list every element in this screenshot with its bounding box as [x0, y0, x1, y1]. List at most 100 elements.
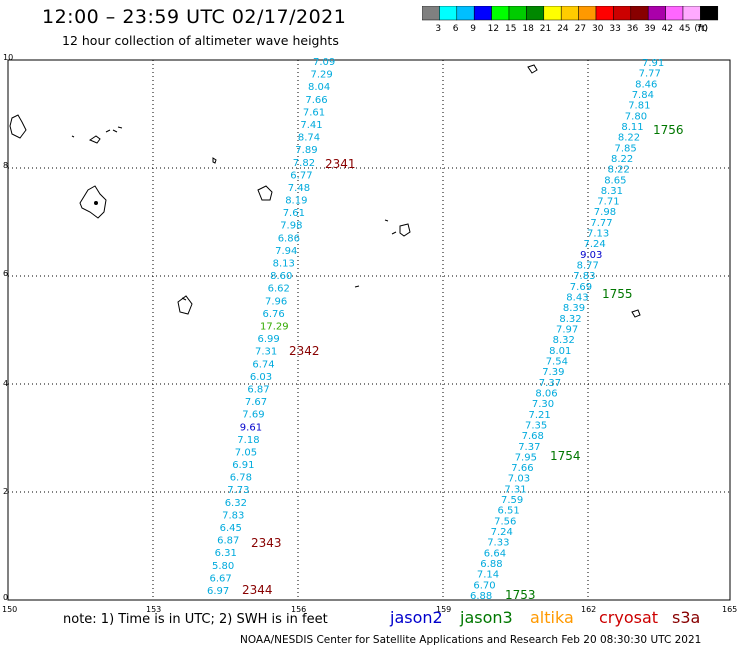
swh-value-label: 7.98 [280, 221, 302, 232]
swh-value-label: 7.98 [594, 207, 616, 218]
island-shape [384, 219, 411, 237]
swh-value-label: 7.31 [255, 347, 277, 358]
swh-value-label: 7.05 [235, 448, 257, 459]
swh-value-label: 8.74 [298, 133, 320, 144]
x-tick-153: 153 [146, 605, 161, 614]
time-label-2344: 2344 [242, 583, 273, 597]
swh-value-label: 7.35 [525, 420, 547, 431]
swh-value-label: 7.71 [597, 197, 619, 208]
colorbar-label: 27 [575, 24, 586, 34]
swh-value-label: 7.59 [501, 495, 523, 506]
colorbar-label: 39 [644, 24, 656, 34]
swh-value-label: 7.54 [546, 357, 568, 368]
swh-value-label: 8.46 [635, 79, 657, 90]
colorbar-label: 33 [609, 24, 620, 34]
colorbar-label: 24 [557, 24, 569, 34]
swh-value-label: 7.82 [293, 158, 315, 169]
colorbar-label: 36 [627, 24, 639, 34]
swh-value-label: 7.83 [573, 271, 595, 282]
swh-value-label: 7.94 [275, 246, 297, 257]
colorbar-label: 9 [470, 24, 476, 34]
swh-value-label: 6.87 [217, 536, 239, 547]
swh-value-label: 8.65 [604, 175, 626, 186]
swh-value-label: 6.64 [484, 548, 506, 559]
swh-value-label: 7.13 [587, 229, 609, 240]
x-tick-162: 162 [581, 605, 596, 614]
island-shape [9, 114, 27, 139]
swh-value-label: 7.03 [508, 474, 530, 485]
footer-note: note: 1) Time is in UTC; 2) SWH is in fe… [63, 612, 328, 627]
colorbar-label: 21 [540, 24, 551, 34]
swh-value-label: 7.37 [518, 442, 540, 453]
swh-value-label: 7.33 [487, 538, 509, 549]
swh-value-label: 7.39 [542, 367, 564, 378]
swh-value-label: 7.31 [504, 484, 526, 495]
swh-value-label: 6.03 [250, 372, 272, 383]
swh-value-label: 8.32 [553, 335, 575, 346]
swh-value-label: 7.18 [237, 435, 259, 446]
swh-value-label: 8.19 [285, 196, 307, 207]
swh-value-label: 7.41 [300, 120, 322, 131]
swh-value-label: 9.61 [240, 422, 262, 433]
swh-value-label: 7.84 [632, 90, 654, 101]
island-shape [257, 185, 273, 201]
swh-value-label: 6.78 [230, 473, 252, 484]
swh-value-label: 6.76 [263, 309, 285, 320]
colorbar: 3 6 9 12 15 18 21 24 27 30 33 36 39 42 45 70(ft) [422, 6, 719, 34]
swh-value-label: 8.22 [608, 165, 630, 176]
swh-value-label: 7.80 [625, 111, 647, 122]
swh-value-label: 7.66 [305, 95, 327, 106]
colorbar-label: 6 [453, 24, 459, 34]
swh-value-label: 8.39 [563, 303, 585, 314]
swh-value-label: 7.66 [511, 463, 533, 474]
credit-line: NOAA/NESDIS Center for Satellite Applica… [240, 634, 702, 646]
island-shape [177, 295, 193, 315]
colorbar-swatch [700, 6, 719, 21]
swh-value-label: 6.62 [268, 284, 290, 295]
swh-value-label: 6.77 [290, 170, 312, 181]
legend-s3a: s3a [672, 608, 701, 627]
time-label-1753: 1753 [505, 588, 536, 602]
swh-value-label: 6.31 [215, 548, 237, 559]
x-tick-156: 156 [291, 605, 306, 614]
swh-value-label: 8.77 [577, 261, 599, 272]
y-tick-6: 6 [3, 269, 8, 278]
y-tick-4: 4 [3, 379, 8, 388]
swh-value-label: 6.32 [225, 498, 247, 509]
colorbar-label: 3 [435, 24, 441, 34]
grid-lines [8, 60, 730, 600]
colorbar-label: 70 [696, 24, 708, 34]
swh-value-label: 6.97 [207, 586, 229, 597]
time-label-1756: 1756 [653, 123, 684, 137]
island-shape [71, 126, 123, 144]
swh-value-label: 6.99 [258, 334, 280, 345]
island-shape [631, 309, 641, 318]
time-label-1755: 1755 [602, 287, 633, 301]
island-shape [354, 285, 360, 288]
swh-value-label: 8.11 [621, 122, 643, 133]
swh-value-label: 6.74 [252, 359, 274, 370]
swh-value-label: 7.96 [265, 296, 287, 307]
swh-value-label: 7.69 [242, 410, 264, 421]
swh-value-label: 7.30 [532, 399, 554, 410]
swh-value-label: 6.87 [247, 385, 269, 396]
island-shape [527, 64, 538, 74]
legend-cryosat: cryosat [599, 608, 659, 627]
colorbar-unit: (ft) [694, 24, 708, 34]
swh-value-label: 7.14 [477, 570, 499, 581]
swh-value-label: 7.83 [222, 510, 244, 521]
swh-value-label: 7.77 [590, 218, 612, 229]
swh-value-label: 7.81 [628, 101, 650, 112]
colorbar-label: 15 [505, 24, 516, 34]
time-label-2343: 2343 [251, 536, 282, 550]
swh-value-label: 6.45 [220, 523, 242, 534]
x-tick-150: 150 [2, 605, 17, 614]
swh-value-label: 8.22 [618, 133, 640, 144]
swh-value-label: 6.88 [480, 559, 502, 570]
map-title: 12:00 – 23:59 UTC 02/17/2021 [42, 6, 347, 28]
legend-altika: altika [530, 608, 574, 627]
swh-value-label: 6.51 [498, 506, 520, 517]
map-subtitle: 12 hour collection of altimeter wave hei… [62, 33, 339, 48]
swh-value-label: 7.56 [494, 516, 516, 527]
